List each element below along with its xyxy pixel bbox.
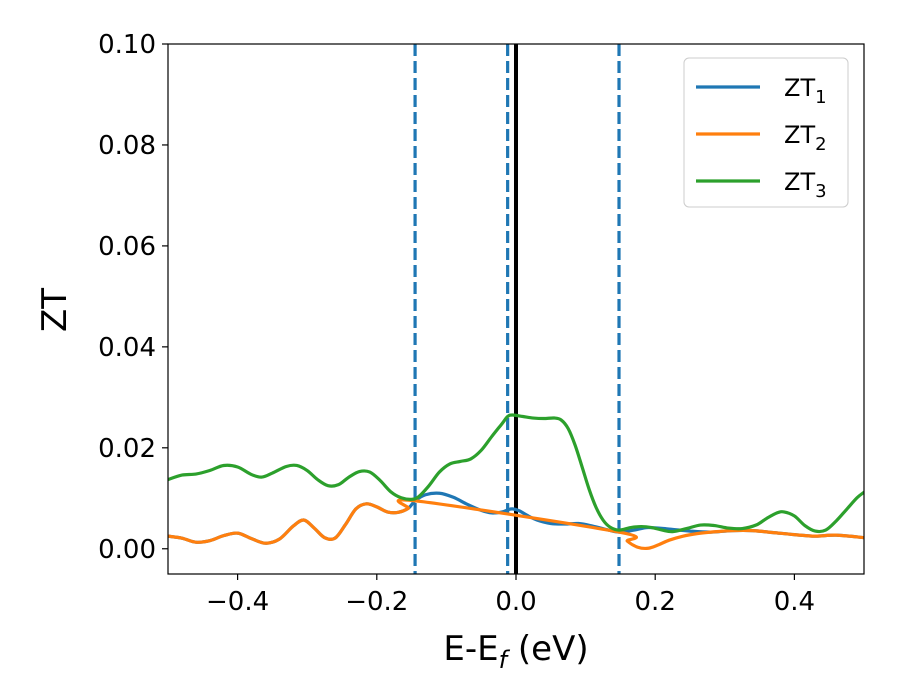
legend-label-zt3: ZT3 (784, 168, 827, 202)
legend-label-sub: 1 (815, 87, 826, 108)
x-tick-label: 0.2 (635, 587, 676, 617)
series-line-zt3 (168, 413, 864, 534)
y-tick-label: 0.08 (98, 131, 156, 161)
y-tick-label: 0.04 (98, 333, 156, 363)
x-tick-label: −0.4 (206, 587, 269, 617)
y-tick-label: 0.06 (98, 232, 156, 262)
y-tick-label: 0.00 (98, 535, 156, 565)
legend-label-sub: 3 (815, 181, 826, 202)
reference-lines (413, 44, 621, 574)
x-tick-label: 0.0 (495, 587, 536, 617)
x-tick-label: 0.4 (774, 587, 815, 617)
series-line-zt2 (168, 498, 864, 551)
legend-label-main: ZT (784, 74, 815, 102)
plot-area (168, 44, 864, 574)
legend-box (683, 57, 849, 208)
y-tick-label: 0.10 (98, 30, 156, 60)
y-axis-label: ZT (35, 288, 75, 332)
y-axis: 0.00 0.02 0.04 0.06 0.08 0.10 (98, 30, 168, 565)
x-axis: −0.4 −0.2 0.0 0.2 0.4 (206, 574, 815, 617)
legend-label-sub: 2 (815, 134, 826, 155)
legend-label-main: ZT (784, 121, 815, 149)
legend-label-zt1: ZT1 (784, 74, 827, 108)
x-axis-label: E-Ef (eV) (443, 629, 588, 674)
series-layer (168, 413, 864, 551)
y-tick-label: 0.02 (98, 434, 156, 464)
legend-label-zt2: ZT2 (784, 121, 827, 155)
x-axis-label-tail: (eV) (507, 629, 589, 669)
x-tick-label: −0.2 (345, 587, 408, 617)
x-axis-label-main: E-E (443, 629, 498, 669)
legend-label-main: ZT (784, 168, 815, 196)
